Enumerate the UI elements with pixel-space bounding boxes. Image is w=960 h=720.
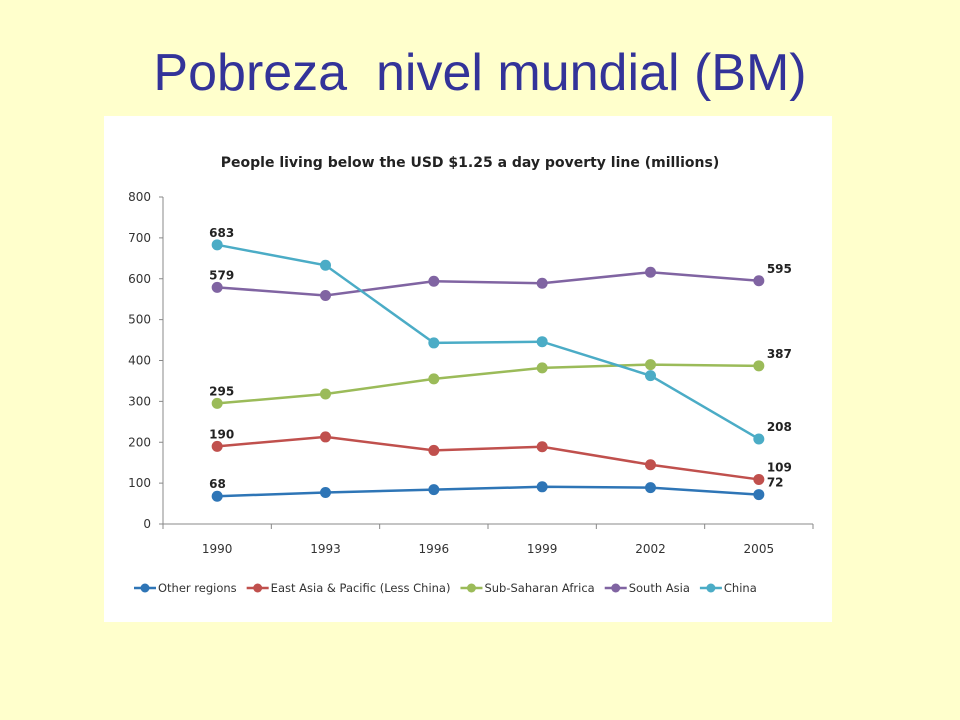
data-point xyxy=(645,482,656,494)
legend-swatch-marker xyxy=(466,583,476,593)
axes: 0 100 200 300 400 500 600 700 800 1990 1993 1996 199… xyxy=(128,190,814,556)
data-point xyxy=(645,266,656,278)
x-tick-label: 2005 xyxy=(744,542,775,556)
data-point xyxy=(753,433,765,445)
data-point xyxy=(320,431,331,443)
data-point xyxy=(536,441,548,453)
y-tick-label: 300 xyxy=(128,394,151,408)
data-point xyxy=(645,370,656,382)
x-tick-label: 1990 xyxy=(202,542,233,556)
data-point xyxy=(753,489,765,501)
y-tick-label: 200 xyxy=(128,435,151,449)
x-tick-label: 1996 xyxy=(419,542,450,556)
data-point xyxy=(536,277,548,289)
series-points xyxy=(211,239,765,502)
data-label: 295 xyxy=(209,384,234,398)
legend-entry: Other regions xyxy=(158,581,237,595)
data-point xyxy=(428,373,440,385)
data-point xyxy=(211,281,223,293)
data-point xyxy=(536,336,548,348)
legend-entry: Sub-Saharan Africa xyxy=(484,581,594,595)
y-tick-label: 400 xyxy=(128,354,151,368)
data-label: 387 xyxy=(767,347,792,361)
chart-title: People living below the USD $1.25 a day … xyxy=(221,155,719,171)
data-label: 683 xyxy=(209,226,234,240)
y-tick-label: 700 xyxy=(128,231,151,245)
data-point xyxy=(211,397,223,409)
y-tick-label: 600 xyxy=(128,272,151,286)
x-tick-label: 2002 xyxy=(635,542,666,556)
data-point xyxy=(320,388,331,400)
data-point xyxy=(211,440,223,452)
series-line xyxy=(217,363,759,405)
series-line xyxy=(216,243,760,441)
legend-swatch-marker xyxy=(611,583,621,593)
legend: Other regions East Asia & Pacific (Less C… xyxy=(134,581,757,595)
series-line xyxy=(217,485,759,498)
data-point xyxy=(428,484,440,496)
data-labels: 68 72 190 109 295 387 579 595 683 208 xyxy=(209,226,792,491)
data-point xyxy=(753,360,765,372)
y-tick-label: 0 xyxy=(143,517,151,531)
chart-panel: People living below the USD $1.25 a day … xyxy=(104,116,832,622)
x-tick-label: 1993 xyxy=(310,542,341,556)
data-point xyxy=(428,275,440,287)
series-line xyxy=(217,270,759,297)
data-label: 208 xyxy=(767,420,792,434)
legend-entry: East Asia & Pacific (Less China) xyxy=(271,581,451,595)
data-point xyxy=(320,290,331,302)
data-label: 579 xyxy=(209,268,234,282)
data-point xyxy=(645,359,656,371)
x-tick-label: 1999 xyxy=(527,542,558,556)
data-point xyxy=(536,481,548,493)
data-label: 68 xyxy=(209,477,226,491)
legend-swatch-marker xyxy=(706,583,716,593)
data-point xyxy=(645,459,656,471)
data-point xyxy=(211,239,223,251)
y-tick-label: 500 xyxy=(128,313,151,327)
data-point xyxy=(753,275,765,287)
legend-swatch-marker xyxy=(253,583,263,593)
legend-swatch-marker xyxy=(140,583,150,593)
y-tick-label: 800 xyxy=(128,190,151,204)
data-point xyxy=(536,362,548,374)
data-label: 190 xyxy=(209,427,234,441)
series-line xyxy=(217,435,760,481)
data-label: 72 xyxy=(767,476,784,490)
data-label: 595 xyxy=(767,262,792,276)
data-point xyxy=(428,337,440,349)
data-point xyxy=(211,490,223,502)
y-tick-label: 100 xyxy=(128,476,151,490)
data-label: 109 xyxy=(767,460,792,474)
poverty-line-chart: People living below the USD $1.25 a day … xyxy=(128,155,814,595)
data-point xyxy=(428,444,440,456)
data-point xyxy=(753,473,765,485)
data-point xyxy=(320,487,331,499)
slide-title: Pobreza nivel mundial (BM) xyxy=(153,44,807,102)
series-lines xyxy=(216,243,760,498)
legend-entry: China xyxy=(724,581,757,595)
data-point xyxy=(320,259,331,271)
legend-entry: South Asia xyxy=(629,581,690,595)
